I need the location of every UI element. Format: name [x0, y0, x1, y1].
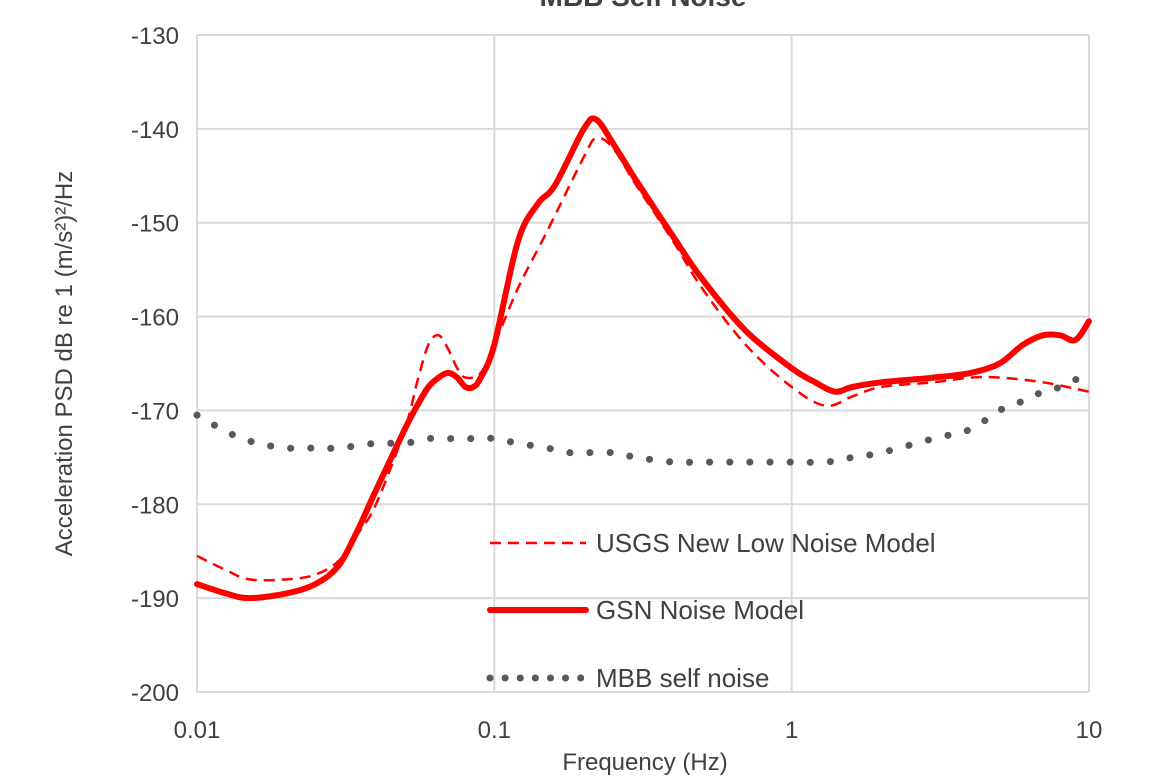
grid: [196, 34, 1090, 693]
y-tick-label: -140: [131, 117, 179, 144]
series-layer: [193, 115, 1093, 602]
x-tick-label: 0.1: [478, 717, 511, 744]
y-tick-label: -170: [131, 398, 179, 425]
y-tick-label: -190: [131, 586, 179, 613]
x-tick-label: 0.01: [174, 717, 221, 744]
y-tick-labels: -130 -140 -150 -160 -170 -180 -190 -200: [131, 23, 179, 707]
legend-label: USGS New Low Noise Model: [596, 528, 936, 558]
x-tick-labels: 0.01 0.1 1 10: [174, 717, 1103, 744]
legend-label: MBB self noise: [596, 663, 769, 693]
y-axis-title: Acceleration PSD dB re 1 (m/s²)²/Hz: [51, 171, 78, 556]
legend-label: GSN Noise Model: [596, 595, 804, 625]
legend: USGS New Low Noise Model GSN Noise Model M…: [486, 528, 936, 693]
y-tick-label: -130: [131, 23, 179, 50]
series-line-mbb-self-noise: [193, 369, 1093, 466]
y-tick-label: -160: [131, 305, 179, 332]
series-line-usgs-new-low-noise-model: [196, 136, 1090, 582]
x-tick-label: 1: [785, 717, 798, 744]
chart-title: MBB Self Noise: [540, 0, 747, 12]
x-axis-title: Frequency (Hz): [562, 749, 727, 776]
y-tick-label: -150: [131, 211, 179, 238]
y-tick-label: -180: [131, 492, 179, 519]
series-line-gsn-noise-model: [194, 115, 1092, 602]
y-tick-label: -200: [131, 680, 179, 707]
x-tick-label: 10: [1076, 717, 1103, 744]
